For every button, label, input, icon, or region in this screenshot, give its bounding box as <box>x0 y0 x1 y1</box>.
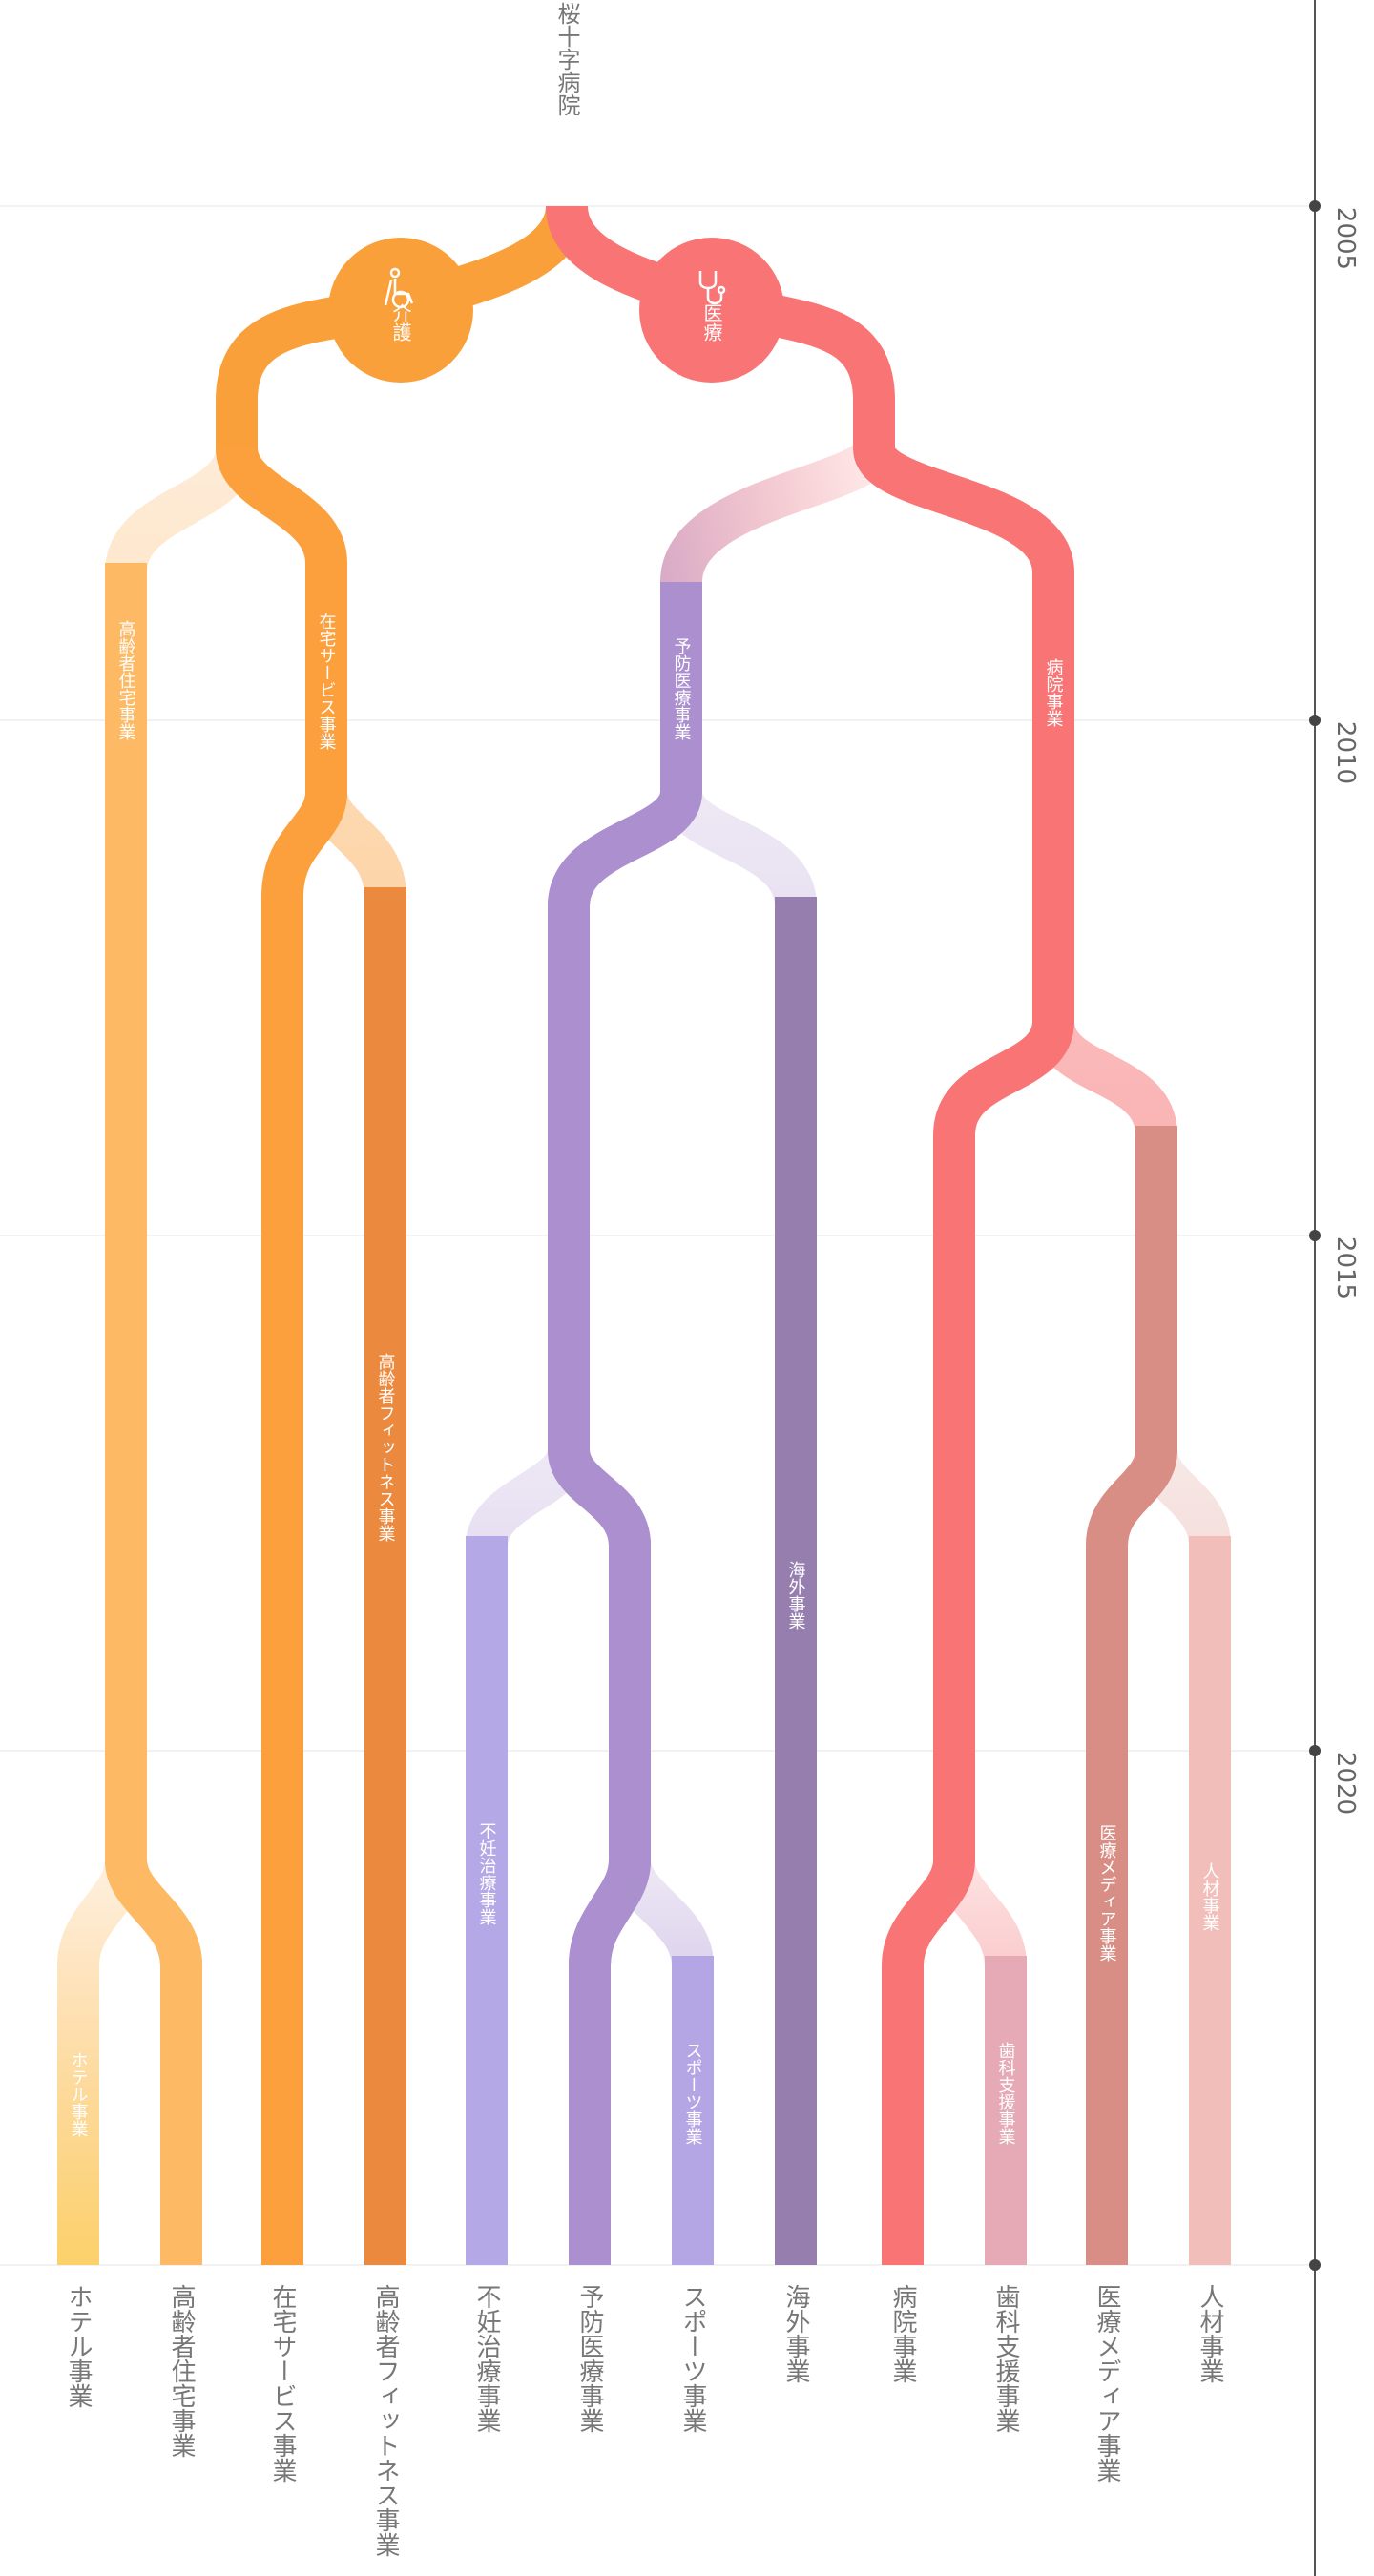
branch-label-hospital: 病院事業 <box>1044 658 1064 727</box>
branch-label-media: 医療メディア事業 <box>1097 1824 1117 1962</box>
branch-media-main <box>1086 1126 1177 2265</box>
timeline-dot-2005 <box>1309 200 1321 212</box>
branch-label-overseas: 海外事業 <box>786 1561 806 1630</box>
bottom-label-home-service: 在宅サービス事業 <box>268 2284 297 2483</box>
bottom-label-hospital: 病院事業 <box>888 2284 917 2383</box>
node-care: 介護 <box>328 238 473 383</box>
bottom-label-infertility: 不妊治療事業 <box>472 2284 501 2433</box>
timeline-axis: 2005 2010 2015 2020 <box>1309 0 1360 2576</box>
branch-label-elderly-housing: 高齢者住宅事業 <box>116 620 136 740</box>
branch-label-fitness: 高齢者フィットネス事業 <box>376 1353 396 1542</box>
node-care-label: 介護 <box>389 303 412 342</box>
branch-overseas <box>660 788 817 2265</box>
bottom-label-fitness: 高齢者フィットネス事業 <box>371 2284 400 2557</box>
branches <box>57 203 1231 2265</box>
branch-label-prevention: 予防医療事業 <box>672 637 692 740</box>
branch-label-hr: 人材事業 <box>1200 1862 1220 1931</box>
bottom-label-hr: 人材事業 <box>1196 2284 1224 2383</box>
year-label-2015: 2015 <box>1331 1236 1360 1299</box>
branch-prevention-main <box>548 582 702 2265</box>
branch-labels: 高齢者住宅事業 在宅サービス事業 高齢者フィットネス事業 ホテル事業 予防医療事… <box>69 613 1220 2145</box>
node-medical-label: 医療 <box>700 303 723 342</box>
bottom-label-dental: 歯科支援事業 <box>991 2284 1020 2433</box>
node-medical: 医療 <box>639 238 784 383</box>
branch-label-infertility: 不妊治療事業 <box>477 1822 497 1925</box>
node-care-circle <box>328 238 473 383</box>
branch-label-home-service: 在宅サービス事業 <box>317 613 337 750</box>
branch-hospital <box>853 444 1074 2265</box>
bottom-label-overseas: 海外事業 <box>781 2284 810 2383</box>
branch-label-hotel: ホテル事業 <box>69 2051 89 2137</box>
bottom-label-elderly-housing: 高齢者住宅事業 <box>167 2284 196 2458</box>
timeline-dot-2020 <box>1309 1745 1321 1756</box>
timeline-dot-2010 <box>1309 715 1321 726</box>
bottom-label-media: 医療メディア事業 <box>1093 2284 1121 2483</box>
branch-home-service <box>216 446 347 2265</box>
bottom-label-prevention: 予防医療事業 <box>575 2284 604 2433</box>
branch-prevention <box>548 441 895 2265</box>
branch-label-sports: スポーツ事業 <box>683 2042 703 2145</box>
branch-label-dental: 歯科支援事業 <box>996 2042 1016 2145</box>
root-label: 桜十字病院 <box>553 2 580 116</box>
branch-hotel <box>57 1858 147 2265</box>
node-medical-circle <box>639 238 784 383</box>
timeline-dot-bottom <box>1309 2259 1321 2271</box>
year-label-2005: 2005 <box>1331 207 1360 270</box>
bottom-labels: ホテル事業 高齢者住宅事業 在宅サービス事業 高齢者フィットネス事業 不妊治療事… <box>64 2284 1224 2557</box>
year-label-2020: 2020 <box>1331 1752 1360 1815</box>
bottom-label-hotel: ホテル事業 <box>64 2284 93 2408</box>
wheelchair-care-icon <box>384 267 414 309</box>
branch-elderly-housing-bottom <box>105 1858 202 2265</box>
timeline-dot-2015 <box>1309 1230 1321 1241</box>
bottom-label-sports: スポーツ事業 <box>678 2284 707 2433</box>
stethoscope-icon <box>698 271 726 305</box>
year-label-2010: 2010 <box>1331 721 1360 784</box>
